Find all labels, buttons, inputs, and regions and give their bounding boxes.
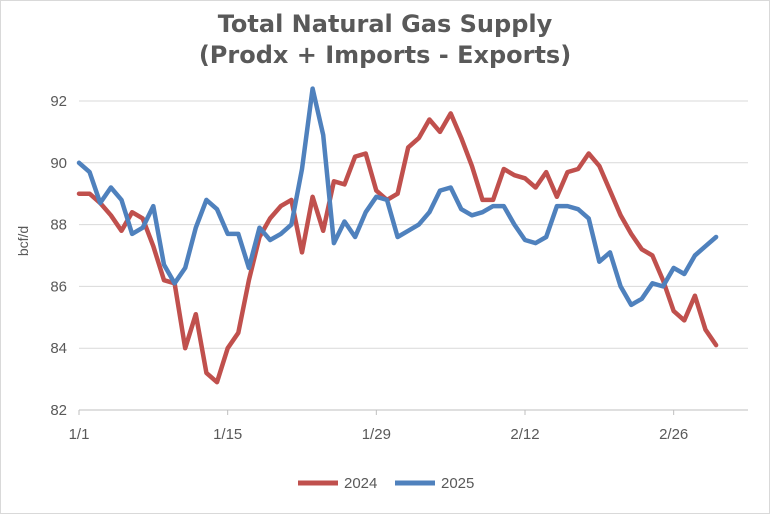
y-tick-label: 92 (50, 93, 67, 110)
y-tick-label: 82 (50, 402, 67, 419)
chart-title-line-1: Total Natural Gas Supply (217, 10, 553, 38)
x-tick-label: 2/26 (659, 426, 688, 443)
x-tick-label: 1/15 (213, 426, 242, 443)
data-series (76, 86, 719, 385)
legend-label-2025: 2025 (441, 475, 474, 492)
chart-title: Total Natural Gas Supply (Prodx + Import… (1, 9, 769, 71)
y-axis-tick-labels: 82 84 86 88 90 92 (50, 93, 67, 419)
x-axis-tick-labels: 1/1 1/15 1/29 2/12 2/26 (69, 410, 688, 443)
x-tick-label: 2/12 (510, 426, 539, 443)
x-tick-label: 1/1 (69, 426, 90, 443)
y-axis-title: bcf/d (15, 226, 31, 256)
gridlines (79, 100, 748, 411)
y-tick-label: 84 (50, 340, 67, 357)
y-tick-label: 86 (50, 278, 67, 295)
series-line-2025 (76, 86, 719, 308)
y-tick-label: 88 (50, 217, 67, 234)
legend: 2024 2025 (298, 475, 474, 492)
legend-label-2024: 2024 (344, 475, 377, 492)
x-tick-label: 1/29 (362, 426, 391, 443)
chart-title-line-2: (Prodx + Imports - Exports) (198, 41, 572, 69)
series-line-2024 (76, 111, 719, 385)
y-tick-label: 90 (50, 155, 67, 172)
